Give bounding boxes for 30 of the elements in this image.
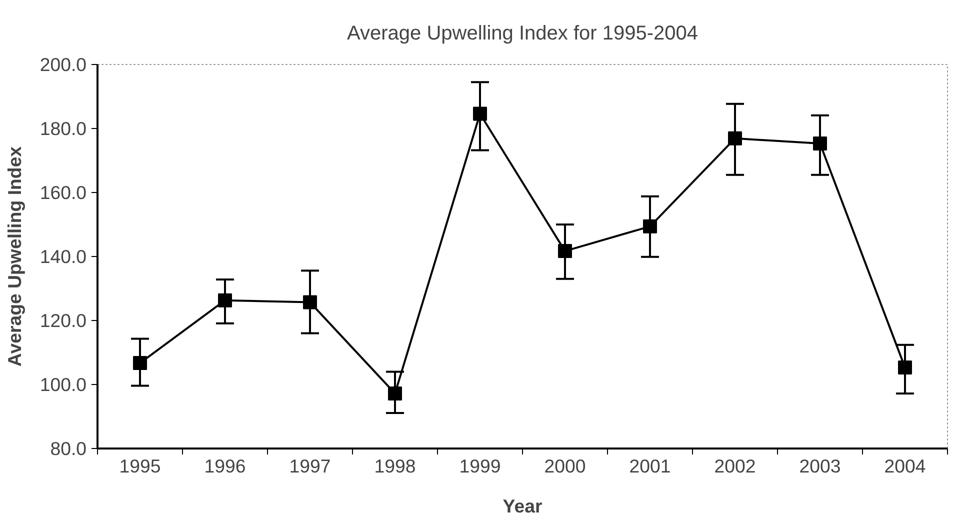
x-tick-label: 2003	[799, 456, 841, 476]
x-tick-label: 2002	[714, 456, 756, 476]
y-tick-label: 100.0	[40, 374, 86, 395]
y-tick-label: 120.0	[40, 310, 86, 331]
x-axis-title: Year	[502, 496, 542, 516]
y-tick-label: 180.0	[40, 118, 86, 139]
point	[388, 386, 402, 400]
point	[303, 295, 317, 310]
y-tick-label: 160.0	[40, 182, 86, 203]
point	[728, 131, 742, 146]
y-axis-title: Average Upwelling Index	[4, 146, 25, 367]
point	[558, 244, 572, 258]
y-tick-label: 140.0	[40, 246, 86, 267]
point	[813, 136, 827, 151]
x-tick-label: 1995	[119, 456, 161, 476]
point	[898, 360, 912, 375]
y-tick-label: 200.0	[40, 54, 86, 75]
point	[218, 293, 232, 308]
x-tick-label: 2004	[884, 456, 926, 476]
x-tick-label: 1998	[374, 456, 416, 476]
x-tick-label: 1996	[204, 456, 246, 476]
x-tick-label: 2001	[629, 456, 671, 476]
x-tick-label: 1999	[459, 456, 501, 476]
point	[473, 106, 487, 121]
point	[643, 219, 657, 234]
point	[133, 356, 147, 370]
x-tick-label: 2000	[544, 456, 586, 476]
x-tick-label: 1997	[289, 456, 331, 476]
chart-title: Average Upwelling Index for 1995-2004	[347, 22, 698, 44]
y-tick-label: 80.0	[50, 438, 86, 459]
